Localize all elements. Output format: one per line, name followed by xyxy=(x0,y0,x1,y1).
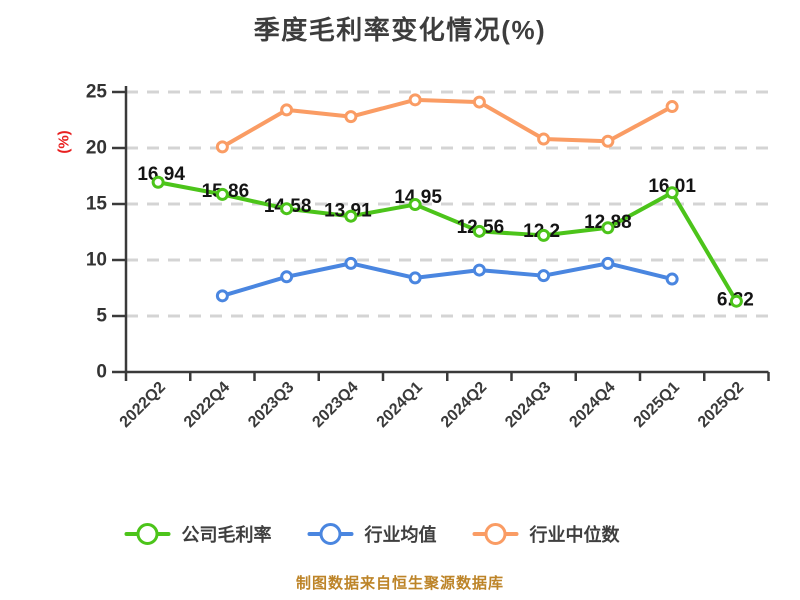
data-point-marker xyxy=(601,221,615,235)
line-point-marker-icon xyxy=(307,523,354,545)
legend: 公司毛利率 行业均值 行业中位数 xyxy=(124,521,620,547)
y-tick-label: 5 xyxy=(96,306,107,327)
data-point-marker xyxy=(280,202,294,216)
data-point-marker xyxy=(215,187,229,201)
data-source-note: 制图数据来自恒生聚源数据库 xyxy=(295,575,504,592)
x-tick-label: 2024Q2 xyxy=(438,379,490,431)
legend-label-industry-median: 行业中位数 xyxy=(529,525,620,545)
chart-title: 季度毛利率变化情况(%) xyxy=(253,15,547,45)
data-point-marker xyxy=(215,140,229,154)
line-point-marker-icon xyxy=(124,523,171,545)
data-point-marker xyxy=(472,224,486,238)
x-tick-label: 2024Q3 xyxy=(502,379,554,431)
y-tick-label: 0 xyxy=(96,362,107,383)
series-line-行业中位数 xyxy=(220,97,675,149)
legend-item-industry-mean[interactable]: 行业均值 xyxy=(307,521,437,547)
x-tick-label: 2024Q1 xyxy=(374,379,426,431)
legend-label-industry-mean: 行业均值 xyxy=(364,525,437,545)
x-tick-label: 2022Q2 xyxy=(117,379,169,431)
legend-item-industry-median[interactable]: 行业中位数 xyxy=(472,521,620,547)
data-point-marker xyxy=(280,270,294,284)
value-label: 16.94 xyxy=(137,164,185,185)
data-point-marker xyxy=(665,272,679,286)
y-tick-label: 20 xyxy=(86,138,107,159)
legend-label-company-margin: 公司毛利率 xyxy=(181,525,272,545)
data-point-marker xyxy=(344,110,358,124)
data-point-marker xyxy=(601,134,615,148)
data-point-marker xyxy=(280,103,294,117)
x-tick-label: 2025Q2 xyxy=(695,379,747,431)
data-point-marker xyxy=(215,289,229,303)
data-point-marker xyxy=(665,186,679,200)
y-tick-label: 25 xyxy=(86,82,108,103)
data-point-marker xyxy=(472,95,486,109)
y-tick-label: 10 xyxy=(86,250,107,271)
line-point-marker-icon xyxy=(472,523,519,545)
x-tick-label: 2023Q4 xyxy=(309,379,361,431)
data-point-marker xyxy=(472,263,486,277)
value-label: 14.95 xyxy=(394,187,442,208)
data-point-marker xyxy=(729,294,743,308)
y-tick-label: 15 xyxy=(86,194,108,215)
y-axis-unit-label: (%) xyxy=(56,130,73,153)
data-point-marker xyxy=(537,228,551,242)
data-point-marker xyxy=(408,93,422,107)
x-tick-label: 2024Q4 xyxy=(566,379,618,431)
data-point-marker xyxy=(408,198,422,212)
data-point-marker xyxy=(408,271,422,285)
data-point-marker xyxy=(537,132,551,146)
data-point-marker xyxy=(601,256,615,270)
series-line-行业均值 xyxy=(220,261,675,298)
series-line-公司毛利率 xyxy=(156,180,739,304)
data-point-marker xyxy=(344,209,358,223)
x-tick-label: 2023Q3 xyxy=(245,379,297,431)
x-tick-label: 2022Q4 xyxy=(181,379,233,431)
data-point-marker xyxy=(537,269,551,283)
data-point-marker xyxy=(665,100,679,114)
legend-item-company-margin[interactable]: 公司毛利率 xyxy=(124,521,272,547)
data-point-marker xyxy=(344,256,358,270)
x-tick-label: 2025Q1 xyxy=(631,379,683,431)
data-point-marker xyxy=(151,175,165,189)
